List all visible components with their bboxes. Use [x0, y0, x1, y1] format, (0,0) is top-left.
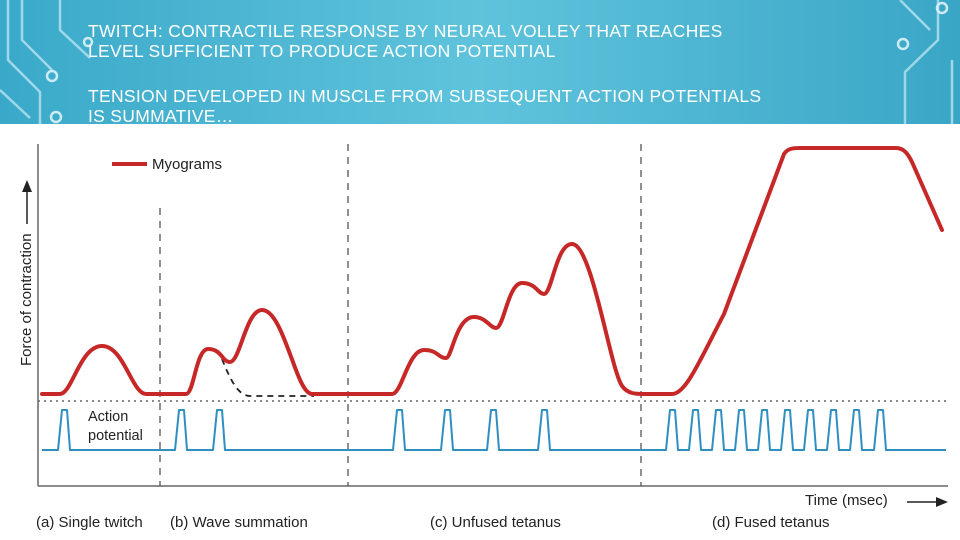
twitch-decay-dashed	[221, 358, 314, 397]
panel-label-fused-tetanus: (d) Fused tetanus	[712, 514, 830, 531]
x-axis-label: Time (msec)	[805, 492, 888, 509]
slide-title: TWITCH: CONTRACTILE RESPONSE BY NEURAL V…	[88, 21, 723, 61]
panel-label-single-twitch: (a) Single twitch	[36, 514, 143, 531]
label-potential: potential	[88, 428, 143, 444]
y-axis-label: Force of contraction	[18, 233, 35, 366]
panel-label-unfused-tetanus: (c) Unfused tetanus	[430, 514, 561, 531]
slide-subtitle: TENSION DEVELOPED IN MUSCLE FROM SUBSEQU…	[88, 86, 762, 126]
muscle-contraction-figure: Force of contraction Myograms Action pot…	[18, 144, 948, 531]
legend-myograms: Myograms	[152, 156, 222, 173]
myogram-line	[40, 146, 944, 396]
action-potential-trace	[42, 409, 946, 451]
panel-label-wave-summation: (b) Wave summation	[170, 514, 308, 531]
x-axis-arrow-icon	[936, 497, 948, 507]
label-action: Action	[88, 409, 128, 425]
y-axis-arrow-icon	[22, 180, 32, 192]
figure-panel: Force of contraction Myograms Action pot…	[0, 124, 960, 540]
